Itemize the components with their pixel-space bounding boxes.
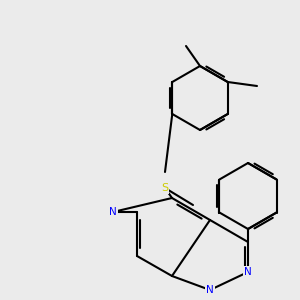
Text: S: S [161,183,169,193]
Text: N: N [206,285,214,295]
Text: N: N [109,207,117,217]
Text: N: N [244,267,252,277]
